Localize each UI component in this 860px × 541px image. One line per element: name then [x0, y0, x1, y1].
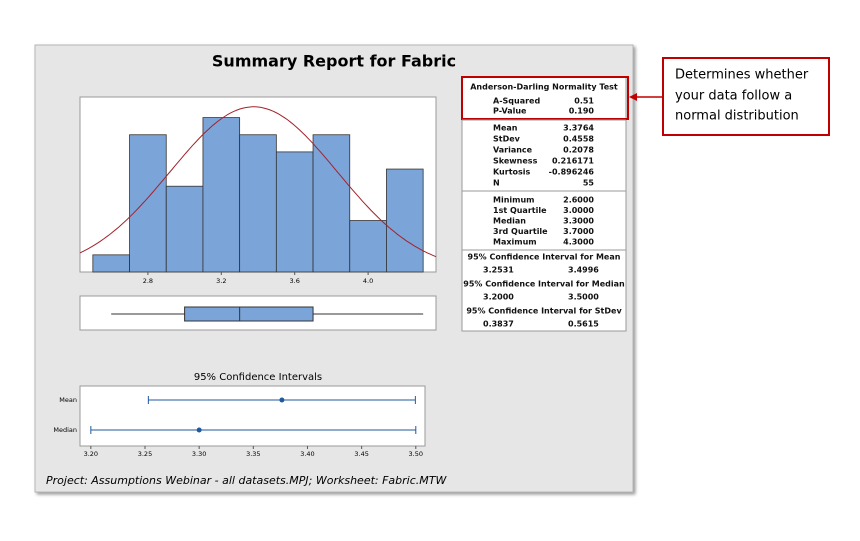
callout-text: Determines whether — [675, 68, 809, 83]
x-tick-label: 3.35 — [246, 450, 260, 458]
x-tick-label: 3.20 — [84, 450, 98, 458]
x-tick-label: 2.8 — [143, 277, 153, 285]
histogram-bar — [349, 220, 387, 273]
stat-label: Mean — [493, 124, 518, 133]
category-label: Median — [53, 426, 77, 434]
stat-value: 55 — [583, 179, 595, 188]
histogram-bar — [165, 185, 204, 273]
stat-value: 0.2078 — [563, 146, 594, 155]
interval-value: 3.4996 — [568, 266, 599, 275]
stat-label: Variance — [493, 146, 533, 155]
interval-value: 0.5615 — [568, 320, 599, 329]
stat-label: N — [493, 179, 500, 188]
stat-value: 4.3000 — [563, 238, 594, 247]
interval-value: 3.2531 — [483, 266, 514, 275]
histogram-bar — [129, 134, 167, 273]
interval-header: 95% Confidence Interval for Mean — [468, 253, 621, 262]
histogram-bar — [275, 151, 314, 273]
x-tick-label: 3.40 — [300, 450, 314, 458]
histogram-bar — [312, 134, 351, 273]
x-tick-label: 3.45 — [354, 450, 368, 458]
stat-value: 0.216171 — [552, 157, 594, 166]
stats-header: Anderson-Darling Normality Test — [470, 83, 618, 92]
x-tick-label: 3.6 — [290, 277, 300, 285]
interval-point — [196, 427, 202, 433]
stat-value: 3.3764 — [563, 124, 594, 133]
x-tick-label: 3.25 — [138, 450, 152, 458]
interval-header: 95% Confidence Interval for Median — [463, 280, 625, 289]
stat-label: P-Value — [493, 107, 527, 116]
callout-text: normal distribution — [675, 109, 799, 124]
stat-value: 0.51 — [574, 97, 594, 106]
interval-value: 0.3837 — [483, 320, 514, 329]
x-tick-label: 3.30 — [192, 450, 206, 458]
callout-text: your data follow a — [675, 89, 792, 104]
stat-label: Skewness — [493, 157, 538, 166]
category-label: Mean — [59, 396, 77, 404]
histogram-bar — [386, 168, 424, 273]
report-title: Summary Report for Fabric — [212, 52, 456, 71]
stat-value: 2.6000 — [563, 196, 594, 205]
stat-label: Median — [493, 217, 526, 226]
box — [184, 306, 314, 322]
x-tick-label: 4.0 — [363, 277, 373, 285]
stat-label: 3rd Quartile — [493, 227, 548, 236]
interval-frame — [79, 385, 426, 447]
stat-label: 1st Quartile — [493, 206, 547, 215]
stat-value: 0.4558 — [563, 135, 594, 144]
stat-value: 0.190 — [569, 107, 595, 116]
highlight-box — [461, 76, 629, 120]
x-tick-label: 3.50 — [409, 450, 423, 458]
stat-value: 3.0000 — [563, 206, 594, 215]
interval-title: 95% Confidence Intervals — [194, 372, 322, 383]
interval-value: 3.5000 — [568, 293, 599, 302]
interval-point — [279, 397, 285, 403]
stat-label: Minimum — [493, 196, 535, 205]
stat-label: A-Squared — [493, 97, 540, 106]
interval-header: 95% Confidence Interval for StDev — [466, 307, 622, 316]
stat-label: StDev — [493, 135, 521, 144]
interval-value: 3.2000 — [483, 293, 514, 302]
stat-value: 3.3000 — [563, 217, 594, 226]
arrow-head — [629, 93, 637, 101]
normal-curve — [79, 106, 437, 258]
callout-box — [662, 57, 830, 136]
histogram-bar — [239, 134, 277, 273]
stat-value: 3.7000 — [563, 227, 594, 236]
stat-value: -0.896246 — [549, 168, 595, 177]
histogram-bar — [92, 254, 130, 273]
histogram-bar — [202, 117, 241, 273]
stat-label: Kurtosis — [493, 168, 531, 177]
stat-label: Maximum — [493, 238, 537, 247]
x-tick-label: 3.2 — [216, 277, 226, 285]
footer: Project: Assumptions Webinar - all datas… — [46, 474, 447, 487]
